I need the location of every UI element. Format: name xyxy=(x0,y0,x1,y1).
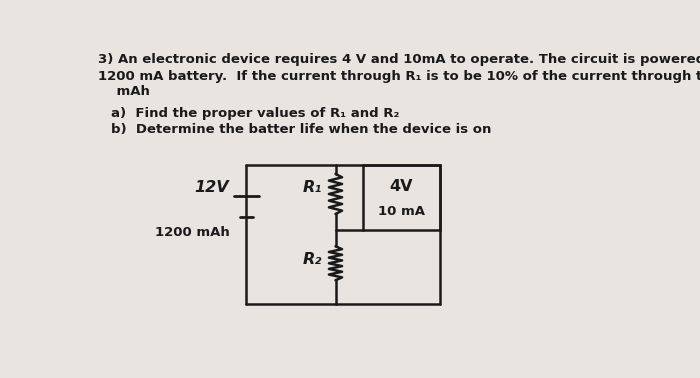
Text: 12V: 12V xyxy=(195,180,230,195)
Text: 10 mA: 10 mA xyxy=(378,205,425,218)
Text: R₂: R₂ xyxy=(302,252,321,267)
Text: 1200 mA battery.  If the current through R₁ is to be 10% of the current through : 1200 mA battery. If the current through … xyxy=(97,70,700,83)
Bar xyxy=(363,166,440,230)
Text: R₁: R₁ xyxy=(302,180,321,195)
Text: mAh: mAh xyxy=(97,85,150,98)
Text: 1200 mAh: 1200 mAh xyxy=(155,226,230,239)
Text: a)  Find the proper values of R₁ and R₂: a) Find the proper values of R₁ and R₂ xyxy=(111,107,399,120)
Text: 4V: 4V xyxy=(390,179,413,194)
Text: b)  Determine the batter life when the device is on: b) Determine the batter life when the de… xyxy=(111,123,491,136)
Text: 3) An electronic device requires 4 V and 10mA to operate. The circuit is powered: 3) An electronic device requires 4 V and… xyxy=(97,53,700,66)
